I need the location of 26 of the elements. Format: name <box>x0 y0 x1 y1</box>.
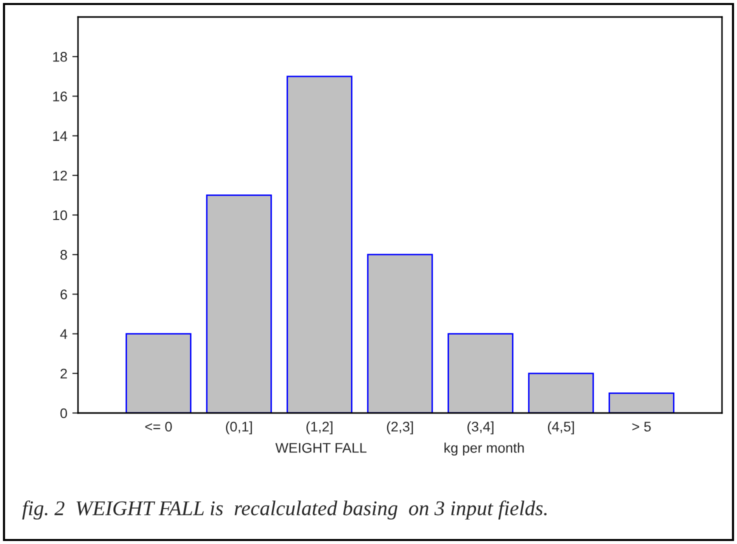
y-tick-label: 18 <box>53 52 67 62</box>
x-tick-label: (4,5] <box>548 421 574 434</box>
bar <box>126 333 192 413</box>
y-tick-label: 2 <box>60 368 67 378</box>
y-tick-label: 8 <box>60 250 67 260</box>
x-axis-title: WEIGHT FALL kg per month <box>275 442 524 456</box>
y-tick-label: 16 <box>53 92 67 102</box>
bar <box>528 372 594 413</box>
y-tick-label: 6 <box>60 290 67 300</box>
bar <box>206 194 272 413</box>
x-tick-label: (1,2] <box>306 421 332 434</box>
bar <box>448 333 514 413</box>
x-tick-label: (3,4] <box>467 421 494 434</box>
x-tick-label: <= 0 <box>145 422 172 432</box>
x-tick-label: > 5 <box>632 422 651 432</box>
y-tick-label: 10 <box>53 210 68 220</box>
y-tick-label: 12 <box>53 170 67 180</box>
y-tick-label: 4 <box>60 329 68 339</box>
bar <box>608 392 674 413</box>
x-tick-label: (0,1] <box>226 421 252 434</box>
bar <box>286 76 352 413</box>
y-tick-label: 14 <box>53 131 68 141</box>
x-tick-label: (2,3] <box>386 421 413 434</box>
bar <box>367 254 433 413</box>
y-tick-label: 0 <box>60 408 68 418</box>
caption: fig. 2 WEIGHT FALL is recalculated basing on 3 input fields. <box>22 500 547 520</box>
